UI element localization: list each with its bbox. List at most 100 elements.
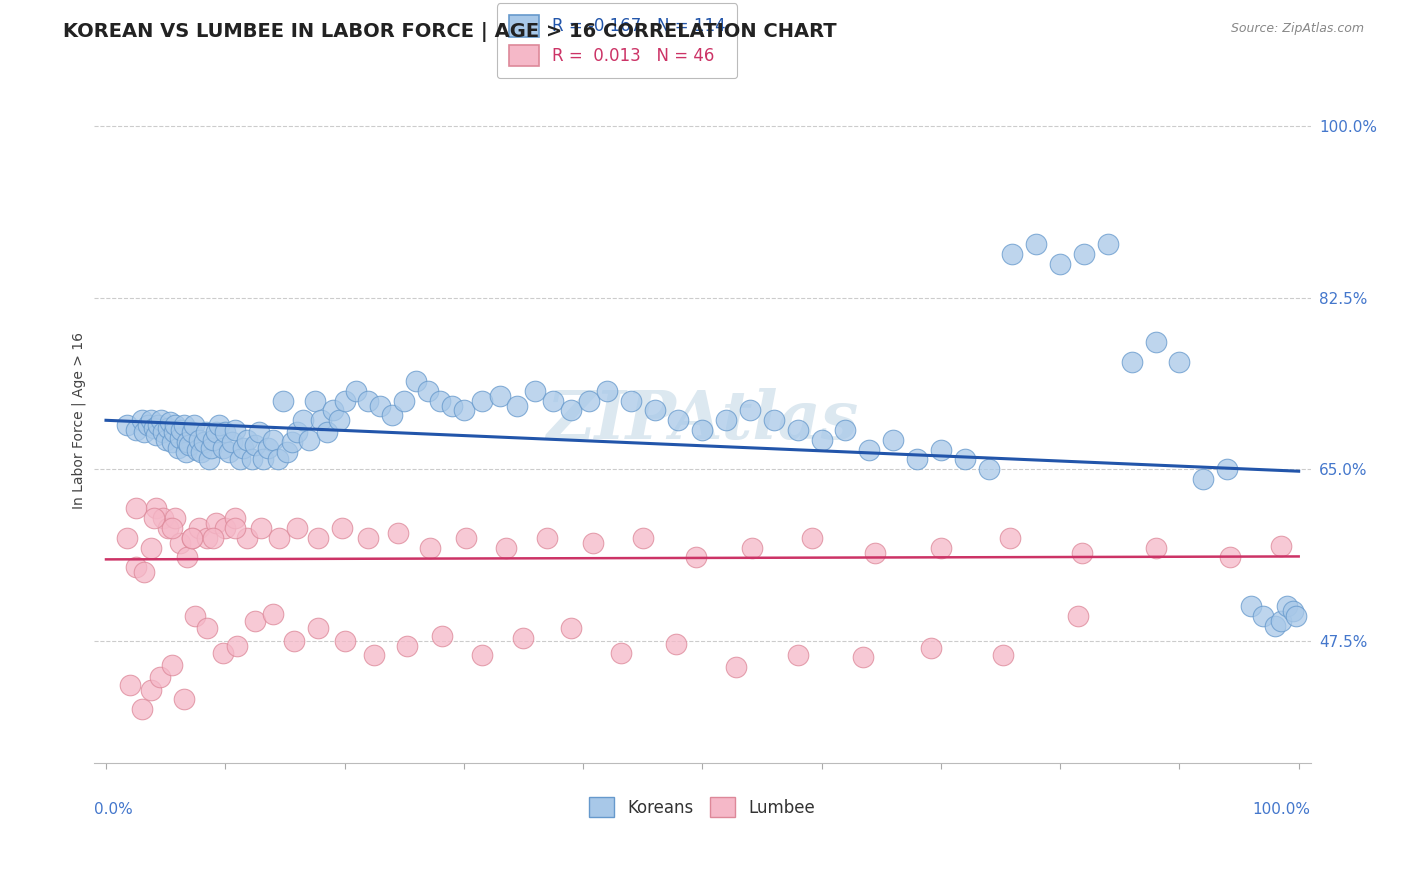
Point [170,423,193,437]
Point [541,393,564,408]
Point [762,413,785,427]
Point [212,441,235,455]
Point [395,639,418,653]
Point [141,541,163,555]
Point [165,511,187,525]
Point [581,535,603,549]
Point [1218,550,1240,565]
Point [125,423,148,437]
Point [432,629,454,643]
Point [276,444,298,458]
Point [214,425,236,439]
Point [307,531,329,545]
Point [142,511,165,525]
Point [285,425,308,439]
Point [267,531,290,545]
Point [1144,541,1167,555]
Point [134,425,156,439]
Point [929,541,952,555]
Point [786,423,808,437]
Point [202,433,225,447]
Point [512,631,534,645]
Point [524,384,547,398]
Point [243,614,266,628]
Point [1121,354,1143,368]
Point [506,399,529,413]
Point [810,433,832,447]
Point [180,425,202,439]
Point [786,648,808,663]
Point [1025,237,1047,252]
Point [392,393,415,408]
Point [1264,619,1286,633]
Point [471,393,494,408]
Point [166,441,188,455]
Point [929,442,952,457]
Point [1144,334,1167,349]
Point [145,501,167,516]
Point [247,425,270,439]
Point [176,550,198,565]
Point [228,452,250,467]
Point [174,444,197,458]
Point [631,531,654,545]
Point [180,531,202,545]
Point [125,560,148,574]
Text: ZIPAtlas: ZIPAtlas [546,388,859,453]
Point [834,423,856,437]
Point [235,531,257,545]
Point [173,692,195,706]
Point [208,418,231,433]
Point [453,403,475,417]
Point [125,501,148,516]
Point [357,531,380,545]
Point [152,511,174,525]
Point [176,434,198,449]
Text: KOREAN VS LUMBEE IN LABOR FORCE | AGE > 16 CORRELATION CHART: KOREAN VS LUMBEE IN LABOR FORCE | AGE > … [63,22,837,42]
Point [298,433,321,447]
Point [188,433,211,447]
Point [801,531,824,545]
Point [1275,599,1298,614]
Point [644,403,666,417]
Point [858,442,880,457]
Point [183,418,205,433]
Point [204,425,226,439]
Point [977,462,1000,476]
Text: 0.0%: 0.0% [94,802,132,817]
Point [471,648,494,663]
Point [1216,462,1239,476]
Point [235,433,257,447]
Point [578,393,600,408]
Point [250,521,273,535]
Point [333,393,356,408]
Point [226,639,249,653]
Point [405,374,427,388]
Point [152,425,174,439]
Point [381,409,404,423]
Point [169,431,191,445]
Point [212,647,235,661]
Point [1192,472,1215,486]
Point [218,444,240,458]
Point [173,418,195,433]
Point [163,425,186,439]
Point [159,415,181,429]
Legend: Koreans, Lumbee: Koreans, Lumbee [582,791,823,823]
Point [149,413,172,427]
Point [200,441,222,455]
Point [953,452,976,467]
Point [620,393,643,408]
Point [333,633,356,648]
Point [148,418,170,433]
Point [387,525,409,540]
Point [368,399,391,413]
Point [142,421,165,435]
Point [495,541,517,555]
Point [240,452,263,467]
Point [991,648,1014,663]
Point [328,413,350,427]
Point [920,640,942,655]
Point [224,521,246,535]
Point [665,637,688,651]
